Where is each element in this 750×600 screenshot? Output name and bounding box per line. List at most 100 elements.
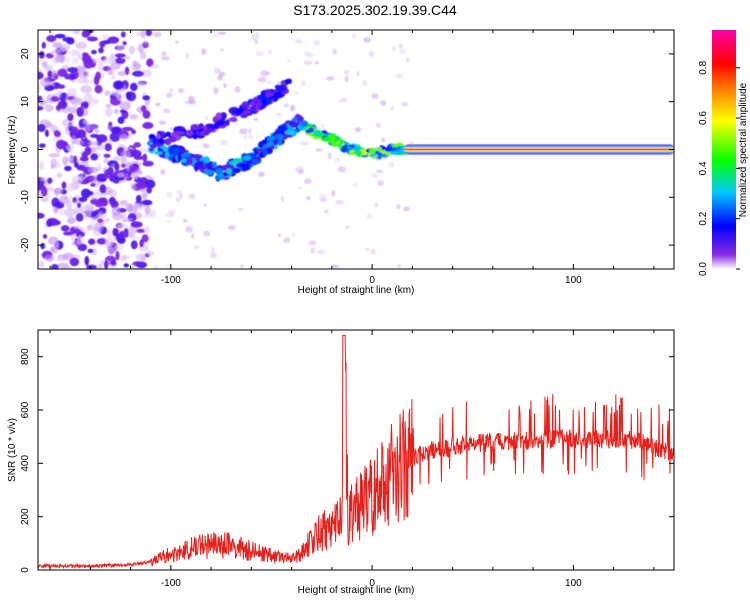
noise-blob — [71, 57, 79, 65]
noise-blob — [104, 143, 112, 152]
noise-blob — [54, 33, 66, 39]
noise-blob — [57, 100, 68, 110]
faint-noise-blob — [332, 50, 337, 55]
noise-blob — [142, 153, 148, 162]
faint-noise-blob — [148, 210, 157, 217]
noise-blob — [73, 127, 79, 135]
upper-branch-blob — [152, 137, 158, 145]
noise-blob — [104, 236, 114, 247]
noise-blob — [50, 50, 55, 55]
faint-noise-blob — [330, 264, 339, 268]
noise-blob — [83, 203, 94, 211]
faint-noise-blob — [213, 87, 219, 95]
faint-noise-blob — [160, 169, 166, 176]
merge-blob — [313, 129, 322, 137]
upper-branch-blob — [254, 102, 261, 107]
noise-blob — [75, 139, 85, 146]
noise-blob — [113, 108, 119, 115]
noise-blob — [65, 144, 74, 151]
faint-noise-blob — [303, 60, 313, 66]
rising-branch-blob — [194, 161, 203, 167]
y-tick-label: 600 — [20, 401, 31, 418]
y-tick-label: 200 — [20, 508, 31, 525]
upper-branch-blob — [214, 121, 224, 126]
noise-blob — [138, 147, 150, 153]
rising-branch-blob — [242, 155, 252, 161]
noise-blob — [141, 234, 149, 243]
noise-blob — [102, 57, 113, 65]
noise-blob — [110, 69, 115, 77]
noise-blob — [94, 85, 103, 94]
faint-noise-blob — [396, 204, 401, 210]
faint-noise-blob — [176, 197, 180, 202]
faint-noise-blob — [185, 52, 190, 59]
faint-noise-blob — [374, 202, 379, 208]
rising-branch-blob — [236, 162, 245, 168]
faint-noise-blob — [376, 169, 384, 174]
faint-noise-blob — [260, 69, 270, 77]
noise-blob — [39, 143, 46, 148]
faint-noise-blob — [301, 80, 306, 87]
faint-noise-blob — [277, 233, 282, 238]
faint-noise-blob — [254, 40, 258, 45]
colorbar-ticks: 0.0 0.2 0.4 0.6 0.8 — [698, 60, 740, 276]
noise-blob — [87, 141, 100, 146]
faint-noise-blob — [368, 51, 374, 57]
noise-blob — [135, 81, 146, 88]
noise-blob — [103, 158, 109, 164]
rising-branch-blob — [148, 147, 154, 152]
faint-noise-blob — [223, 83, 227, 89]
upper-branch-blob — [198, 128, 204, 132]
noise-blob — [126, 205, 138, 214]
noise-blob — [64, 165, 72, 172]
y-tick-label: 0 — [20, 146, 31, 152]
noise-blob — [120, 254, 127, 262]
noise-blob — [122, 41, 127, 46]
noise-blob — [117, 172, 125, 178]
rising-branch-blob — [251, 159, 262, 164]
faint-noise-blob — [291, 232, 296, 237]
noise-blob — [67, 113, 74, 121]
noise-blob — [143, 40, 149, 46]
merge-blob — [369, 153, 377, 158]
rising-branch-blob — [177, 154, 182, 162]
noise-blob — [44, 254, 55, 262]
rising-branch-blob — [203, 169, 214, 175]
faint-noise-blob — [154, 265, 158, 269]
noise-blob — [98, 211, 104, 218]
upper-branch-blob — [237, 108, 244, 114]
noise-blob — [70, 97, 82, 106]
merge-blob — [384, 146, 391, 152]
faint-noise-blob — [251, 34, 259, 41]
noise-blob — [55, 139, 67, 150]
noise-blob — [66, 91, 73, 98]
noise-blob — [139, 51, 147, 60]
faint-noise-blob — [298, 169, 304, 175]
upper-branch-blob — [261, 99, 267, 105]
noise-blob — [60, 225, 70, 232]
noise-blob — [79, 156, 89, 162]
noise-blob — [140, 105, 147, 113]
merge-blob — [308, 127, 315, 133]
noise-blob — [56, 172, 63, 179]
faint-noise-blob — [240, 264, 244, 268]
snr-x-label: Height of straight line (km) — [298, 585, 415, 596]
noise-blob — [129, 82, 138, 92]
faint-noise-blob — [388, 161, 395, 168]
noise-blob — [146, 58, 154, 67]
rising-branch-blob — [270, 144, 275, 150]
rising-branch-blob — [212, 161, 217, 169]
noise-blob — [73, 155, 78, 165]
rising-branch-blob — [277, 140, 283, 146]
faint-noise-blob — [185, 226, 194, 233]
noise-blob — [142, 192, 148, 201]
noise-blob — [59, 195, 69, 205]
noise-blob — [87, 238, 96, 245]
noise-blob — [107, 36, 120, 44]
noise-blob — [140, 30, 147, 39]
noise-blob — [115, 250, 120, 261]
faint-noise-blob — [395, 73, 404, 79]
noise-blob — [99, 40, 106, 48]
noise-blob — [111, 206, 121, 216]
faint-noise-blob — [334, 157, 341, 164]
